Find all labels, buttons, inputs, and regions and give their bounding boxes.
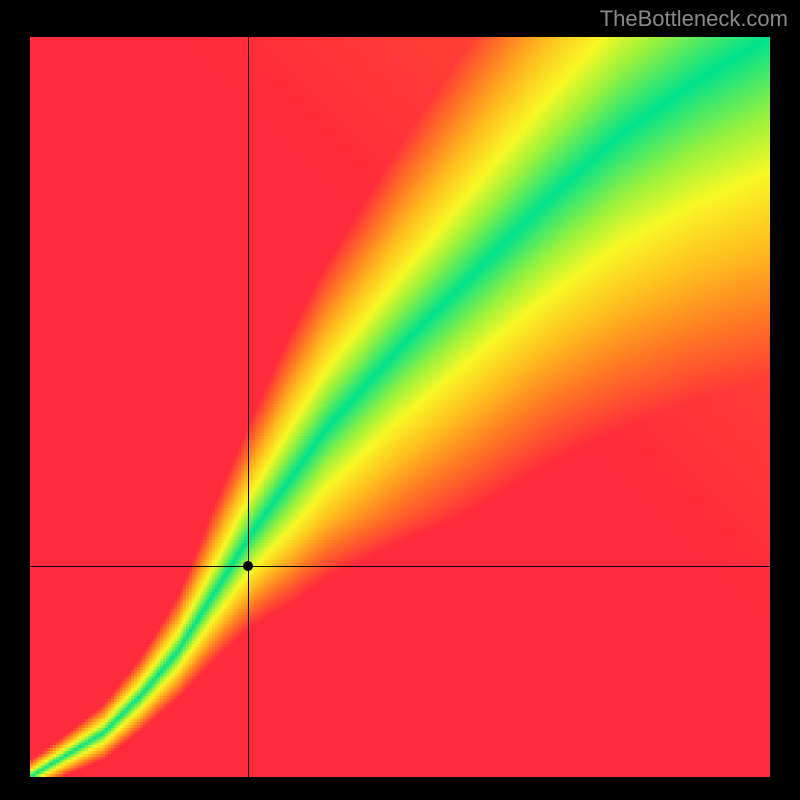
bottleneck-heatmap: [30, 37, 770, 777]
crosshair-horizontal: [30, 566, 770, 567]
crosshair-vertical: [248, 37, 249, 777]
heatmap-canvas: [30, 37, 770, 777]
watermark-text: TheBottleneck.com: [600, 6, 788, 32]
selection-marker[interactable]: [243, 561, 253, 571]
